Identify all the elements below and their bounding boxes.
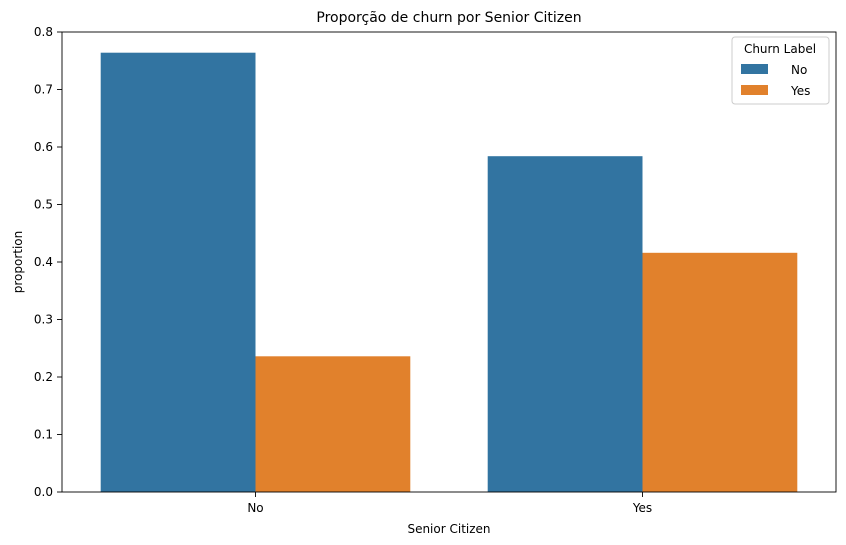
chart-title: Proporção de churn por Senior Citizen — [316, 10, 581, 26]
bar-yes-no — [487, 156, 643, 492]
bar-yes-yes — [642, 252, 798, 492]
y-tick-label: 0.8 — [34, 25, 53, 39]
legend-label-no: No — [791, 63, 807, 77]
plot-frame — [61, 31, 837, 493]
x-tick-label: No — [247, 501, 263, 515]
legend: Churn Label No Yes — [731, 36, 830, 105]
bar-no-yes — [255, 356, 411, 492]
legend-title: Churn Label — [744, 42, 816, 56]
y-axis-label: proportion — [11, 231, 25, 294]
y-tick-label: 0.5 — [34, 198, 53, 212]
y-tick-label: 0.4 — [34, 255, 53, 269]
x-axis-label: Senior Citizen — [407, 522, 490, 536]
bar-no-no — [100, 52, 256, 492]
legend-swatch-no — [741, 64, 768, 74]
y-tick-label: 0.6 — [34, 140, 53, 154]
y-axis: 0.0 0.1 0.2 0.3 0.4 0.5 0.6 0.7 0.8 — [34, 25, 62, 499]
y-tick-label: 0.0 — [34, 485, 53, 499]
y-tick-label: 0.7 — [34, 83, 53, 97]
y-tick-label: 0.1 — [34, 428, 53, 442]
y-tick-label: 0.2 — [34, 370, 53, 384]
x-axis: No Yes — [247, 492, 652, 515]
bars — [100, 52, 798, 492]
x-tick-label: Yes — [632, 501, 652, 515]
legend-label-yes: Yes — [790, 84, 810, 98]
legend-swatch-yes — [741, 85, 768, 95]
y-tick-label: 0.3 — [34, 313, 53, 327]
